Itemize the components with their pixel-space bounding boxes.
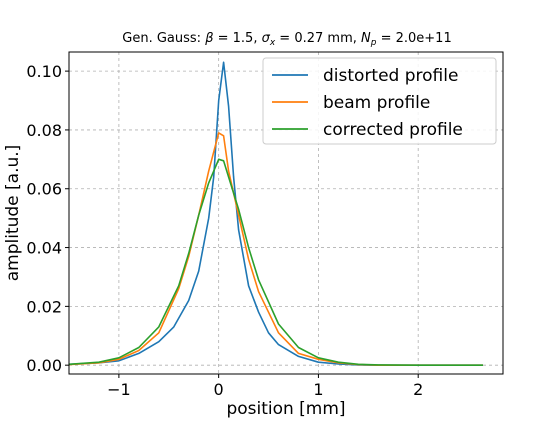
x-axis-label: position [mm]: [226, 399, 345, 419]
y-axis-label: amplitude [a.u.]: [3, 145, 23, 282]
y-tick-label: 0.06: [26, 180, 62, 199]
y-tick-label: 0.08: [26, 121, 62, 140]
x-tick-label: 0: [214, 380, 224, 399]
series-line-3: [68, 158, 483, 367]
y-tick-label: 0.10: [26, 62, 62, 81]
plot-series: [68, 61, 483, 367]
plot-frame: [68, 51, 504, 375]
legend-label: corrected profile: [323, 120, 463, 140]
y-tick-label: 0.00: [26, 356, 62, 375]
legend-box: [262, 57, 497, 145]
axis-ticks: −1 0 1 2 0.00 0.02 0.04 0.06 0.08 0.10: [26, 62, 423, 399]
legend-label: distorted profile: [323, 66, 458, 86]
y-tick-label: 0.04: [26, 239, 62, 258]
y-tick-label: 0.02: [26, 297, 62, 316]
x-tick-label: 1: [313, 380, 323, 399]
series-line-2: [68, 132, 483, 367]
legend-label: beam profile: [323, 93, 430, 113]
x-tick-label: 2: [413, 380, 423, 399]
chart-title: Gen. Gauss: β = 1.5, σx = 0.27 mm, Np = …: [122, 31, 451, 48]
series-line-1: [68, 61, 483, 367]
x-tick-label: −1: [107, 380, 131, 399]
legend: distorted profile beam profile corrected p…: [262, 57, 497, 145]
